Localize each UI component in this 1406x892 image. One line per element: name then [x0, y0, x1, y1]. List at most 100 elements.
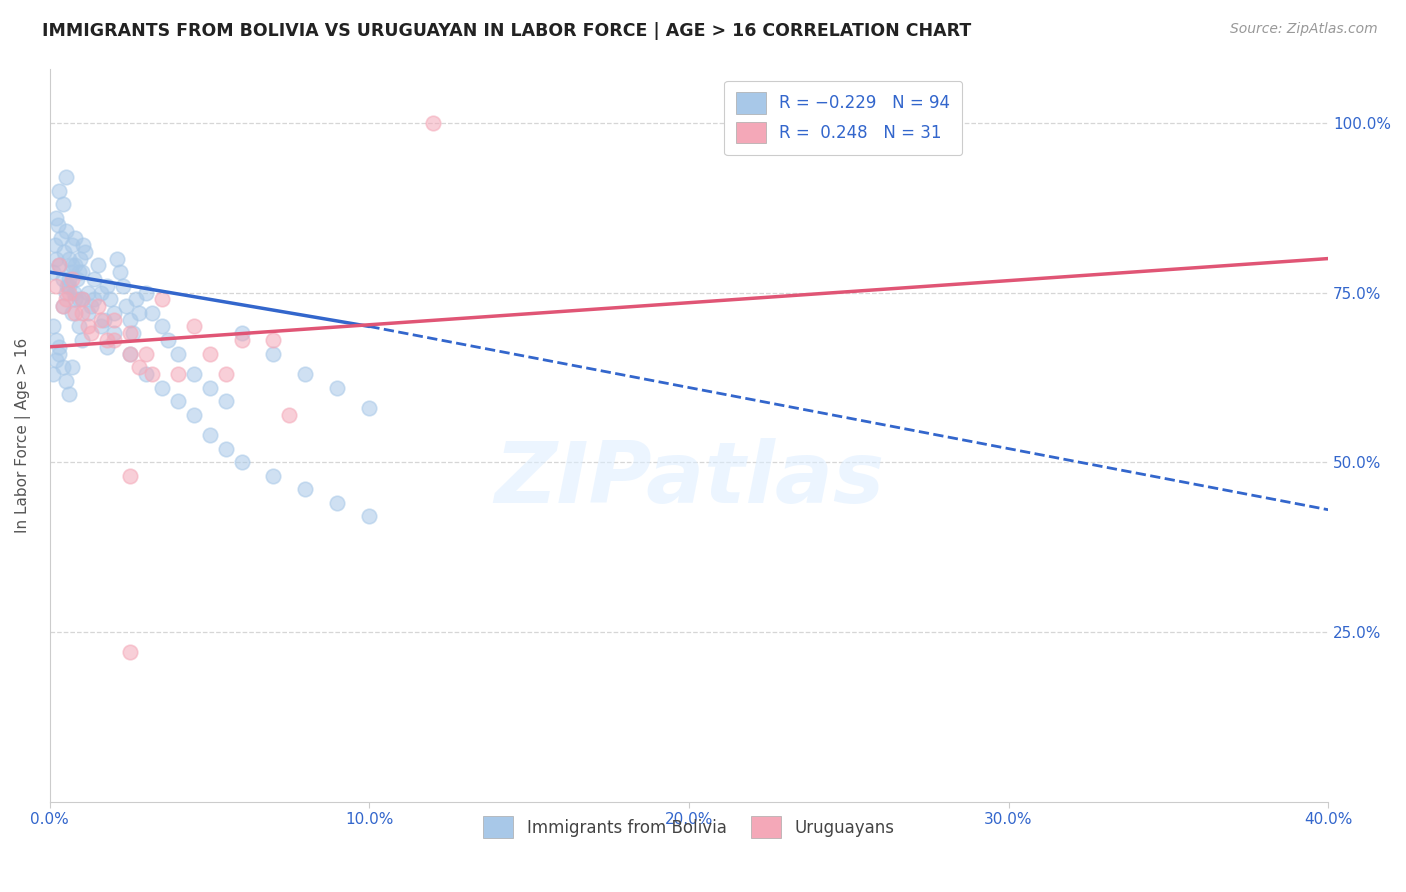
- Point: [65, 293, 87, 307]
- Point: [86, 299, 108, 313]
- Point: [48, 258, 70, 272]
- Point: [77, 285, 100, 300]
- Point: [359, 509, 381, 524]
- Point: [93, 312, 115, 326]
- Point: [51, 299, 73, 313]
- Point: [135, 346, 157, 360]
- Point: [65, 306, 87, 320]
- Point: [121, 326, 143, 341]
- Point: [48, 184, 70, 198]
- Point: [42, 265, 65, 279]
- Point: [103, 312, 125, 326]
- Point: [214, 442, 236, 456]
- Legend: Immigrants from Bolivia, Uruguayans: Immigrants from Bolivia, Uruguayans: [477, 810, 901, 845]
- Point: [96, 340, 118, 354]
- Point: [46, 218, 69, 232]
- Point: [55, 170, 77, 185]
- Point: [263, 333, 285, 347]
- Point: [42, 319, 65, 334]
- Point: [135, 285, 157, 300]
- Point: [77, 319, 100, 334]
- Text: ZIPatlas: ZIPatlas: [494, 438, 884, 521]
- Point: [150, 319, 173, 334]
- Point: [70, 265, 93, 279]
- Point: [326, 380, 349, 394]
- Point: [141, 367, 163, 381]
- Point: [80, 326, 103, 341]
- Point: [45, 333, 67, 347]
- Point: [58, 285, 80, 300]
- Text: Source: ZipAtlas.com: Source: ZipAtlas.com: [1230, 22, 1378, 37]
- Point: [60, 360, 83, 375]
- Point: [118, 645, 141, 659]
- Point: [90, 312, 112, 326]
- Point: [69, 252, 91, 266]
- Point: [422, 116, 444, 130]
- Point: [150, 380, 173, 394]
- Point: [100, 293, 122, 307]
- Point: [112, 278, 135, 293]
- Point: [118, 468, 141, 483]
- Point: [278, 408, 301, 422]
- Point: [90, 285, 112, 300]
- Point: [326, 496, 349, 510]
- Point: [55, 224, 77, 238]
- Point: [103, 306, 125, 320]
- Point: [183, 367, 205, 381]
- Point: [90, 319, 112, 334]
- Point: [115, 299, 138, 313]
- Point: [103, 333, 125, 347]
- Y-axis label: In Labor Force | Age > 16: In Labor Force | Age > 16: [15, 337, 31, 533]
- Point: [62, 285, 84, 300]
- Point: [60, 258, 83, 272]
- Point: [58, 387, 80, 401]
- Point: [108, 265, 131, 279]
- Point: [86, 258, 108, 272]
- Point: [231, 455, 253, 469]
- Point: [65, 258, 87, 272]
- Point: [77, 306, 100, 320]
- Point: [135, 367, 157, 381]
- Point: [231, 326, 253, 341]
- Point: [96, 278, 118, 293]
- Point: [231, 333, 253, 347]
- Point: [60, 238, 83, 252]
- Point: [51, 272, 73, 286]
- Point: [58, 272, 80, 286]
- Point: [198, 380, 221, 394]
- Point: [103, 326, 125, 341]
- Point: [83, 272, 105, 286]
- Point: [51, 360, 73, 375]
- Point: [83, 293, 105, 307]
- Point: [53, 244, 76, 259]
- Point: [70, 333, 93, 347]
- Point: [150, 293, 173, 307]
- Point: [45, 211, 67, 225]
- Point: [118, 326, 141, 341]
- Point: [55, 293, 77, 307]
- Point: [44, 238, 66, 252]
- Point: [60, 272, 83, 286]
- Point: [359, 401, 381, 415]
- Point: [166, 394, 188, 409]
- Point: [128, 360, 150, 375]
- Point: [45, 252, 67, 266]
- Point: [105, 252, 128, 266]
- Point: [45, 278, 67, 293]
- Point: [56, 278, 79, 293]
- Point: [73, 244, 96, 259]
- Point: [166, 367, 188, 381]
- Point: [166, 346, 188, 360]
- Point: [125, 293, 148, 307]
- Point: [198, 346, 221, 360]
- Point: [70, 306, 93, 320]
- Point: [58, 252, 80, 266]
- Point: [118, 312, 141, 326]
- Point: [55, 285, 77, 300]
- Point: [214, 367, 236, 381]
- Point: [294, 483, 316, 497]
- Point: [70, 293, 93, 307]
- Point: [70, 293, 93, 307]
- Point: [214, 394, 236, 409]
- Point: [49, 231, 72, 245]
